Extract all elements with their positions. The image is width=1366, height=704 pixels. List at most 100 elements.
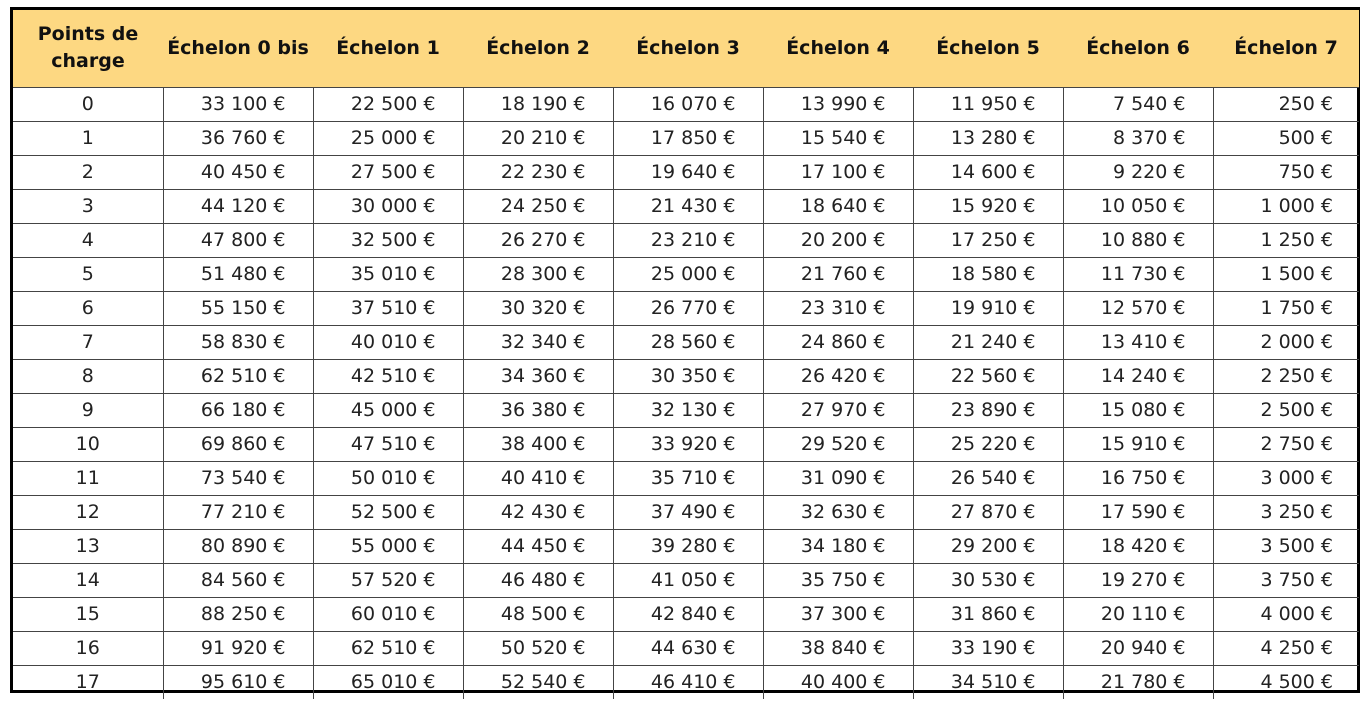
amount-cell: 42 510 € xyxy=(312,358,463,393)
amount-cell: 13 410 € xyxy=(1062,324,1213,359)
amount-cell: 17 590 € xyxy=(1062,494,1213,529)
amount-cell: 95 610 € xyxy=(162,664,313,699)
amount-cell: 25 220 € xyxy=(912,426,1063,461)
amount-cell: 19 910 € xyxy=(912,290,1063,325)
points-cell: 9 xyxy=(13,392,163,427)
amount-cell: 45 000 € xyxy=(312,392,463,427)
table-row: 10 69 860 €47 510 €38 400 €33 920 €29 520… xyxy=(13,426,1359,461)
amount-cell: 32 340 € xyxy=(462,324,613,359)
amount-cell: 51 480 € xyxy=(162,256,313,291)
points-cell: 14 xyxy=(13,562,163,597)
amount-cell: 46 480 € xyxy=(462,562,613,597)
amount-cell: 38 840 € xyxy=(762,630,913,665)
amount-cell: 32 500 € xyxy=(312,222,463,257)
amount-cell: 15 920 € xyxy=(912,188,1063,223)
amount-cell: 22 560 € xyxy=(912,358,1063,393)
amount-cell: 88 250 € xyxy=(162,596,313,631)
table-row: 16 91 920 €62 510 €50 520 €44 630 €38 840… xyxy=(13,630,1359,665)
amount-cell: 40 010 € xyxy=(312,324,463,359)
points-cell: 17 xyxy=(13,664,163,699)
amount-cell: 44 120 € xyxy=(162,188,313,223)
points-cell: 0 xyxy=(13,86,163,121)
amount-cell: 4 500 € xyxy=(1212,664,1359,699)
points-cell: 1 xyxy=(13,120,163,155)
amount-cell: 37 300 € xyxy=(762,596,913,631)
amount-cell: 27 970 € xyxy=(762,392,913,427)
amount-cell: 1 000 € xyxy=(1212,188,1359,223)
amount-cell: 2 000 € xyxy=(1212,324,1359,359)
amount-cell: 42 430 € xyxy=(462,494,613,529)
amount-cell: 23 890 € xyxy=(912,392,1063,427)
amount-cell: 44 450 € xyxy=(462,528,613,563)
column-header-echelon: Échelon 0 bis xyxy=(167,37,309,60)
amount-cell: 44 630 € xyxy=(612,630,763,665)
table-row: 1 36 760 €25 000 €20 210 €17 850 €15 540 … xyxy=(13,120,1359,155)
amount-cell: 25 000 € xyxy=(612,256,763,291)
amount-cell: 30 530 € xyxy=(912,562,1063,597)
amount-cell: 1 250 € xyxy=(1212,222,1359,257)
column-header-echelon: Échelon 6 xyxy=(1086,37,1190,60)
amount-cell: 52 500 € xyxy=(312,494,463,529)
table-row: 15 88 250 €60 010 €48 500 €42 840 €37 300… xyxy=(13,596,1359,631)
table-frame: Points de charge Échelon 0 bis Échelon 1 Éch… xyxy=(10,7,1360,699)
amount-cell: 18 420 € xyxy=(1062,528,1213,563)
amount-cell: 20 210 € xyxy=(462,120,613,155)
amount-cell: 26 540 € xyxy=(912,460,1063,495)
amount-cell: 17 850 € xyxy=(612,120,763,155)
column-header-echelon: Échelon 2 xyxy=(486,37,590,60)
amount-cell: 57 520 € xyxy=(312,562,463,597)
echelon-table: Points de charge Échelon 0 bis Échelon 1 Éch… xyxy=(13,10,1359,699)
amount-cell: 34 180 € xyxy=(762,528,913,563)
points-cell: 15 xyxy=(13,596,163,631)
amount-cell: 37 510 € xyxy=(312,290,463,325)
amount-cell: 38 400 € xyxy=(462,426,613,461)
amount-cell: 30 000 € xyxy=(312,188,463,223)
amount-cell: 23 310 € xyxy=(762,290,913,325)
amount-cell: 15 080 € xyxy=(1062,392,1213,427)
amount-cell: 29 200 € xyxy=(912,528,1063,563)
points-cell: 6 xyxy=(13,290,163,325)
header-row: Points de charge Échelon 0 bis Échelon 1 Éch… xyxy=(13,10,1359,87)
amount-cell: 41 050 € xyxy=(612,562,763,597)
column-header-echelon: Échelon 5 xyxy=(936,37,1040,60)
amount-cell: 28 560 € xyxy=(612,324,763,359)
amount-cell: 14 240 € xyxy=(1062,358,1213,393)
amount-cell: 40 450 € xyxy=(162,154,313,189)
amount-cell: 20 200 € xyxy=(762,222,913,257)
amount-cell: 14 600 € xyxy=(912,154,1063,189)
points-cell: 12 xyxy=(13,494,163,529)
amount-cell: 73 540 € xyxy=(162,460,313,495)
amount-cell: 52 540 € xyxy=(462,664,613,699)
amount-cell: 3 250 € xyxy=(1212,494,1359,529)
amount-cell: 12 570 € xyxy=(1062,290,1213,325)
amount-cell: 31 860 € xyxy=(912,596,1063,631)
amount-cell: 23 210 € xyxy=(612,222,763,257)
amount-cell: 48 500 € xyxy=(462,596,613,631)
amount-cell: 15 540 € xyxy=(762,120,913,155)
amount-cell: 31 090 € xyxy=(762,460,913,495)
table-row: 8 62 510 €42 510 €34 360 €30 350 €26 420 … xyxy=(13,358,1359,393)
table-body: 0 33 100 €22 500 €18 190 €16 070 €13 990 … xyxy=(13,86,1359,699)
amount-cell: 47 800 € xyxy=(162,222,313,257)
amount-cell: 16 750 € xyxy=(1062,460,1213,495)
amount-cell: 35 710 € xyxy=(612,460,763,495)
table-row: 4 47 800 €32 500 €26 270 €23 210 €20 200 … xyxy=(13,222,1359,257)
amount-cell: 8 370 € xyxy=(1062,120,1213,155)
amount-cell: 26 770 € xyxy=(612,290,763,325)
table-row: 3 44 120 €30 000 €24 250 €21 430 €18 640 … xyxy=(13,188,1359,223)
amount-cell: 40 410 € xyxy=(462,460,613,495)
amount-cell: 30 350 € xyxy=(612,358,763,393)
table-row: 13 80 890 €55 000 €44 450 €39 280 €34 180… xyxy=(13,528,1359,563)
points-cell: 5 xyxy=(13,256,163,291)
amount-cell: 20 110 € xyxy=(1062,596,1213,631)
table-row: 2 40 450 €27 500 €22 230 €19 640 €17 100 … xyxy=(13,154,1359,189)
amount-cell: 24 250 € xyxy=(462,188,613,223)
amount-cell: 10 050 € xyxy=(1062,188,1213,223)
amount-cell: 40 400 € xyxy=(762,664,913,699)
amount-cell: 500 € xyxy=(1212,120,1359,155)
amount-cell: 58 830 € xyxy=(162,324,313,359)
amount-cell: 19 640 € xyxy=(612,154,763,189)
table-row: 7 58 830 €40 010 €32 340 €28 560 €24 860 … xyxy=(13,324,1359,359)
table-row: 14 84 560 €57 520 €46 480 €41 050 €35 750… xyxy=(13,562,1359,597)
amount-cell: 42 840 € xyxy=(612,596,763,631)
